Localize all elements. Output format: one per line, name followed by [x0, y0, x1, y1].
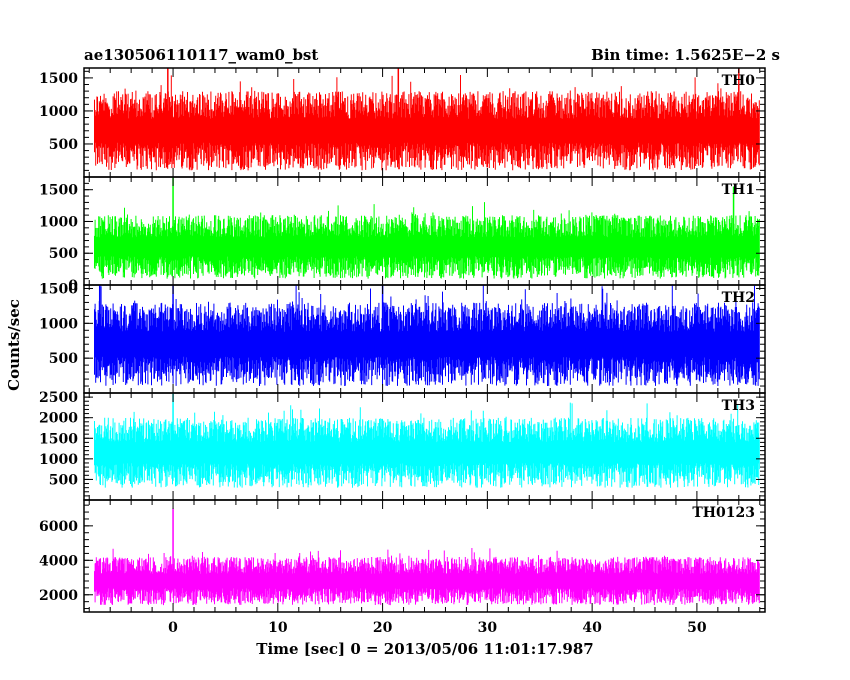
y-tick-label: 1500 [39, 281, 78, 297]
panel-label-th2: TH2 [722, 290, 755, 306]
panels-group: 500 1000 1500 TH0 0 500 1000 1500 TH1 500 1000 1500… [39, 67, 766, 613]
y-tick-label: 4000 [39, 553, 78, 569]
panel-th0: 500 1000 1500 TH0 [39, 67, 766, 178]
panel-label-th0: TH0 [722, 73, 756, 89]
y-tick-label: 2000 [39, 588, 78, 604]
y-tick-label: 2500 [39, 390, 78, 406]
x-tick-label: 50 [687, 620, 707, 636]
x-tick-label: 20 [373, 620, 393, 636]
y-tick-label: 1000 [39, 104, 78, 120]
y-tick-label: 1500 [39, 183, 78, 199]
y-tick-label: 2000 [39, 411, 78, 427]
chart-title: ae130506110117_wam0_bst [84, 46, 318, 64]
y-tick-label: 1500 [39, 431, 78, 447]
y-tick-label: 500 [49, 472, 78, 488]
panel-th3: 500 1000 1500 2000 2500 TH3 [39, 390, 766, 501]
y-tick-label: 500 [49, 137, 78, 153]
panel-label-th0123: TH0123 [692, 505, 755, 521]
panel-th1: 0 500 1000 1500 TH1 [39, 176, 766, 294]
panel-th2: 500 1000 1500 TH2 [39, 281, 766, 394]
th0-series-line [94, 75, 760, 171]
y-tick-label: 1500 [39, 71, 78, 87]
th3-series-line [94, 402, 760, 488]
y-tick-label: 500 [49, 246, 78, 262]
panel-label-th3: TH3 [722, 398, 755, 414]
panel-th0123: 2000 4000 6000 TH0123 [39, 499, 766, 613]
x-tick-label: 10 [268, 620, 288, 636]
x-tick-label: 0 [168, 620, 178, 636]
panel-label-th1: TH1 [722, 182, 755, 198]
y-tick-label: 1000 [39, 316, 78, 332]
x-axis-title: Time [sec] 0 = 2013/05/06 11:01:17.987 [256, 640, 593, 658]
bin-time-label: Bin time: 1.5625E−2 s [591, 46, 780, 64]
th2-series-line [94, 285, 760, 386]
th1-series-line [94, 202, 760, 279]
y-tick-label: 1000 [39, 214, 78, 230]
y-axis-title: Counts/sec [5, 299, 23, 391]
y-tick-label: 0 [68, 278, 78, 294]
x-axis: 0 10 20 30 40 50 [168, 620, 707, 636]
y-tick-label: 500 [49, 351, 78, 367]
y-tick-label: 6000 [39, 519, 78, 535]
th0123-series-line [94, 548, 760, 606]
y-tick-label: 1000 [39, 452, 78, 468]
x-tick-label: 40 [582, 620, 602, 636]
x-tick-label: 30 [478, 620, 498, 636]
